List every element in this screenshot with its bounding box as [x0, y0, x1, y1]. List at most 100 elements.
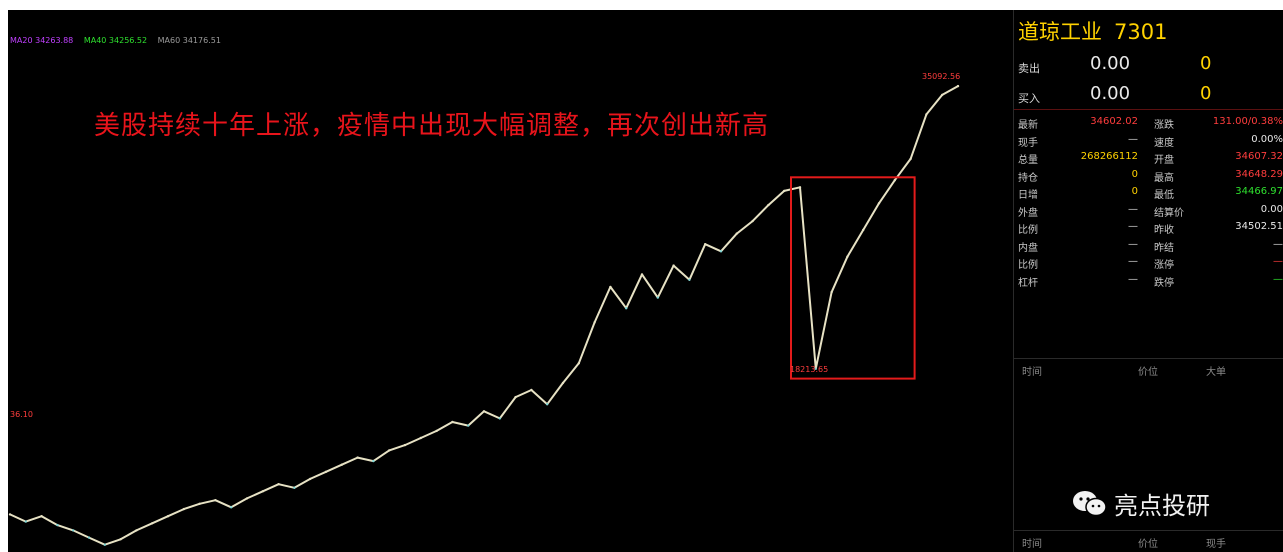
stat-label: 最高: [1154, 172, 1174, 184]
tab-price[interactable]: 价位: [1138, 367, 1158, 378]
buy-label: 买入: [1018, 92, 1040, 105]
price-point: [388, 449, 391, 452]
price-point: [103, 543, 107, 546]
price-point: [767, 203, 770, 207]
price-point: [56, 523, 59, 527]
tab-big-order[interactable]: 大单: [1206, 367, 1226, 378]
quote-row: 比例 — 涨停 —: [1014, 254, 1283, 272]
price-point: [577, 362, 580, 365]
price-point: [893, 179, 896, 182]
tab-time-2[interactable]: 时间: [1022, 539, 1042, 550]
price-point: [672, 264, 675, 267]
stat-value: —: [1128, 273, 1138, 285]
price-point: [87, 536, 91, 539]
price-point: [277, 483, 280, 486]
instrument-code: 7301: [1114, 20, 1168, 44]
stat-value: —: [1273, 238, 1283, 250]
stat-label: 比例: [1018, 260, 1038, 271]
price-point: [514, 395, 517, 399]
price-point: [625, 307, 628, 310]
stat-label: 昨结: [1154, 242, 1174, 254]
price-point: [941, 93, 944, 97]
price-point: [719, 250, 723, 253]
price-chart[interactable]: MA20 34263.88 MA40 34256.52 MA60 34176.5…: [8, 10, 1014, 552]
price-point: [24, 520, 27, 523]
price-point: [119, 538, 122, 541]
price-point: [40, 515, 43, 518]
price-point: [135, 529, 138, 532]
ma1-label: MA20 34263.88: [10, 36, 74, 45]
stat-value: —: [1128, 238, 1138, 250]
stat-label: 外盘: [1018, 207, 1038, 219]
price-point: [151, 522, 154, 525]
stat-value: 34502.51: [1235, 221, 1283, 232]
moving-average-legend: MA20 34263.88 MA40 34256.52 MA60 34176.5…: [10, 36, 229, 45]
tab-price-2[interactable]: 价位: [1138, 539, 1158, 550]
quote-row: 现手 — 速度 0.00%: [1014, 132, 1283, 150]
price-point: [72, 529, 75, 532]
price-point: [956, 84, 960, 88]
price-point: [814, 367, 817, 370]
price-point: [372, 459, 375, 463]
watermark: 亮点投研: [1072, 486, 1210, 525]
quote-row: 外盘 — 结算价 0.00: [1014, 202, 1283, 220]
quote-stats-table: 最新 34602.02 涨跌 131.00/0.38% 现手 — 速度 0.00% 总量 2682…: [1014, 114, 1283, 289]
stat-value: 34648.29: [1235, 168, 1283, 180]
price-point: [704, 243, 707, 246]
stat-label: 最新: [1018, 120, 1038, 131]
stat-label: 现手: [1018, 137, 1038, 149]
left-price-label: 36.10: [10, 410, 33, 419]
stat-value: —: [1273, 256, 1283, 267]
buy-price: 0.00: [1090, 83, 1131, 104]
price-point: [798, 186, 802, 189]
price-point: [688, 278, 691, 281]
price-point: [593, 321, 596, 324]
price-point: [403, 443, 407, 447]
stat-label: 昨收: [1154, 225, 1174, 236]
tab-time[interactable]: 时间: [1022, 367, 1042, 378]
price-point: [435, 429, 438, 433]
stat-label: 涨停: [1154, 260, 1174, 271]
price-point: [877, 202, 881, 205]
price-point: [846, 255, 849, 258]
quote-row: 持仓 0 最高 34648.29: [1014, 167, 1283, 185]
sell-volume: 0: [1200, 53, 1212, 74]
sell-row: 卖出 0.00 0: [1014, 52, 1283, 78]
price-point: [166, 515, 170, 518]
stat-value: —: [1273, 273, 1283, 285]
stat-label: 速度: [1154, 137, 1174, 149]
price-point: [909, 157, 912, 161]
price-point: [245, 497, 249, 500]
chart-headline: 美股持续十年上涨，疫情中出现大幅调整，再次创出新高: [94, 111, 770, 141]
price-point: [862, 228, 865, 232]
quote-row: 最新 34602.02 涨跌 131.00/0.38%: [1014, 114, 1283, 132]
price-point: [783, 189, 786, 193]
stat-value: 268266112: [1080, 151, 1138, 162]
price-point: [340, 463, 343, 466]
price-point: [451, 420, 454, 424]
price-point: [182, 507, 185, 511]
quote-row: 内盘 — 昨结 —: [1014, 237, 1283, 255]
stat-value: 34607.32: [1235, 151, 1283, 162]
stat-label: 涨跌: [1154, 120, 1174, 131]
wechat-icon: [1072, 489, 1108, 525]
stat-label: 开盘: [1154, 155, 1174, 166]
sell-price: 0.00: [1090, 53, 1131, 74]
stat-value: 0: [1131, 186, 1138, 197]
quote-panel: 道琼工业 7301 卖出 0.00 0 买入 0.00 0 最新 34602.02 涨…: [1014, 10, 1283, 552]
price-point: [609, 285, 612, 289]
tab-volume[interactable]: 现手: [1206, 539, 1226, 550]
low-price-label: 18213.65: [790, 365, 829, 374]
instrument-title[interactable]: 道琼工业 7301: [1018, 16, 1167, 44]
quote-row: 日增 0 最低 34466.97: [1014, 184, 1283, 202]
price-point: [751, 219, 754, 223]
stat-value: 0.00%: [1251, 133, 1283, 145]
stat-label: 比例: [1018, 225, 1038, 236]
price-point: [261, 490, 264, 493]
price-point: [830, 291, 833, 294]
stat-label: 总量: [1018, 155, 1038, 166]
buy-row: 买入 0.00 0: [1014, 82, 1283, 108]
price-point: [482, 410, 486, 413]
stat-value: —: [1128, 203, 1138, 215]
trading-screen: MA20 34263.88 MA40 34256.52 MA60 34176.5…: [8, 10, 1283, 552]
